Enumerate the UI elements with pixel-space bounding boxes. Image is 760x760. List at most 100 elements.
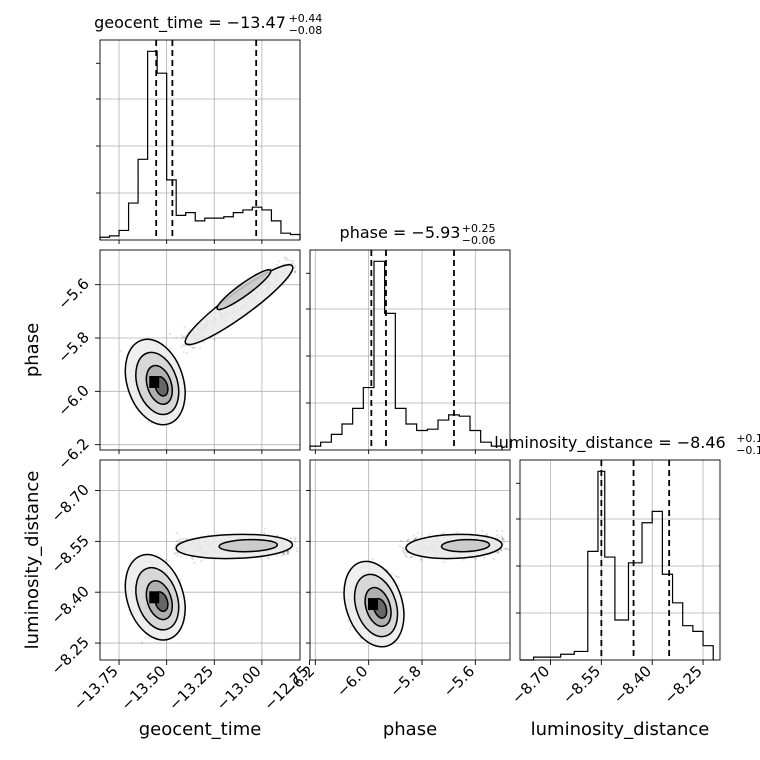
- density-contour: [184, 264, 294, 346]
- scatter-point: [164, 558, 167, 561]
- scatter-point: [180, 345, 183, 348]
- scatter-point: [282, 552, 285, 555]
- scatter-point: [415, 536, 419, 539]
- scatter-point: [500, 535, 503, 538]
- scatter-point: [403, 553, 406, 556]
- scatter-point: [293, 270, 297, 274]
- tick-label: −8.40: [610, 662, 655, 707]
- hist-panel-luminosity_distance: luminosity_distance = −8.46 +0.11−0.10: [494, 432, 760, 661]
- scatter-point: [266, 556, 269, 559]
- density-contour: [440, 538, 491, 553]
- scatter-point: [263, 532, 266, 535]
- scatter-point: [485, 532, 489, 536]
- scatter-point: [503, 547, 506, 550]
- scatter-point: [180, 334, 183, 337]
- scatter-point: [199, 347, 202, 350]
- scatter-point: [190, 556, 193, 559]
- axes-frame: [99, 459, 301, 661]
- scatter-point: [499, 548, 503, 551]
- scatter-panel-luminosity_distance-vs-geocent_time: [100, 460, 300, 660]
- tick-label: −6.0: [54, 381, 92, 419]
- scatter-point: [348, 628, 351, 631]
- title-upper-error: +0.44: [289, 12, 323, 25]
- scatter-point: [405, 555, 409, 558]
- scatter-point: [141, 641, 144, 644]
- scatter-point: [502, 541, 505, 544]
- scatter-point: [144, 636, 147, 639]
- density-peak: [149, 591, 160, 604]
- tick-label: −13.00: [213, 662, 265, 714]
- scatter-point: [179, 579, 182, 582]
- scatter-point: [286, 258, 289, 262]
- scatter-point: [150, 422, 153, 425]
- tick-label: −5.8: [54, 328, 92, 366]
- density-peak: [149, 376, 160, 388]
- scatter-point: [419, 557, 423, 560]
- scatter-point: [409, 555, 413, 558]
- x-axis-luminosity_distance: −8.70 −8.55 −8.40 −8.25 luminosity_distance: [508, 660, 709, 740]
- scatter-point: [267, 557, 270, 560]
- axis-label-luminosity_distance: luminosity_distance: [22, 471, 43, 650]
- scatter-point: [183, 335, 186, 338]
- scatter-point: [492, 557, 495, 561]
- scatter-point: [191, 346, 194, 349]
- scatter-panel-luminosity_distance-vs-phase: [310, 460, 510, 660]
- tick-label: −8.55: [48, 531, 93, 576]
- tick-label: −6.0: [333, 662, 371, 700]
- scatter-point: [275, 534, 278, 537]
- scatter-point: [409, 556, 412, 559]
- scatter-point: [403, 547, 406, 551]
- scatter-point: [397, 576, 400, 579]
- scatter-point: [287, 550, 290, 554]
- scatter-point: [456, 531, 459, 534]
- scatter-point: [408, 538, 411, 541]
- title-upper-error: +0.25: [462, 222, 496, 235]
- scatter-point: [293, 266, 296, 269]
- scatter-point: [402, 546, 405, 550]
- scatter-point: [371, 558, 374, 561]
- scatter-point: [180, 337, 183, 340]
- scatter-point: [182, 538, 185, 541]
- scatter-point: [193, 561, 196, 565]
- scatter-point: [390, 573, 393, 576]
- scatter-point: [294, 265, 297, 268]
- scatter-point: [282, 552, 285, 556]
- hist-panel-geocent_time: geocent_time = −13.47 +0.44−0.08: [94, 12, 323, 241]
- scatter-point: [283, 552, 286, 556]
- scatter-point: [280, 554, 284, 557]
- scatter-point: [350, 625, 353, 628]
- scatter-point: [294, 540, 297, 543]
- scatter-point: [443, 531, 446, 534]
- scatter-point: [185, 538, 189, 541]
- scatter-point: [287, 552, 290, 556]
- axes-frame: [519, 459, 721, 661]
- scatter-point: [500, 529, 504, 533]
- scatter-point: [294, 269, 297, 273]
- scatter-point: [400, 539, 403, 542]
- axes-frame: [99, 39, 301, 241]
- tick-label: −13.75: [70, 662, 122, 714]
- scatter-point: [402, 551, 405, 554]
- tick-label: −8.70: [508, 662, 553, 707]
- density-peak: [368, 598, 378, 611]
- scatter-point: [406, 539, 409, 542]
- scatter-point: [284, 258, 288, 261]
- scatter-point: [283, 256, 286, 259]
- histogram-step: [520, 470, 714, 661]
- axes-frame: [309, 459, 511, 661]
- scatter-point: [173, 547, 176, 550]
- axis-label-geocent_time: geocent_time: [139, 719, 262, 740]
- tick-label: −6.2: [54, 435, 92, 473]
- scatter-point: [175, 531, 178, 535]
- scatter-point: [185, 333, 188, 337]
- scatter-point: [398, 544, 402, 548]
- scatter-point: [411, 555, 414, 559]
- scatter-point: [397, 584, 400, 587]
- scatter-point: [275, 264, 279, 267]
- scatter-point: [190, 344, 193, 347]
- scatter-point: [347, 619, 350, 622]
- scatter-point: [496, 536, 499, 539]
- scatter-point: [169, 332, 172, 336]
